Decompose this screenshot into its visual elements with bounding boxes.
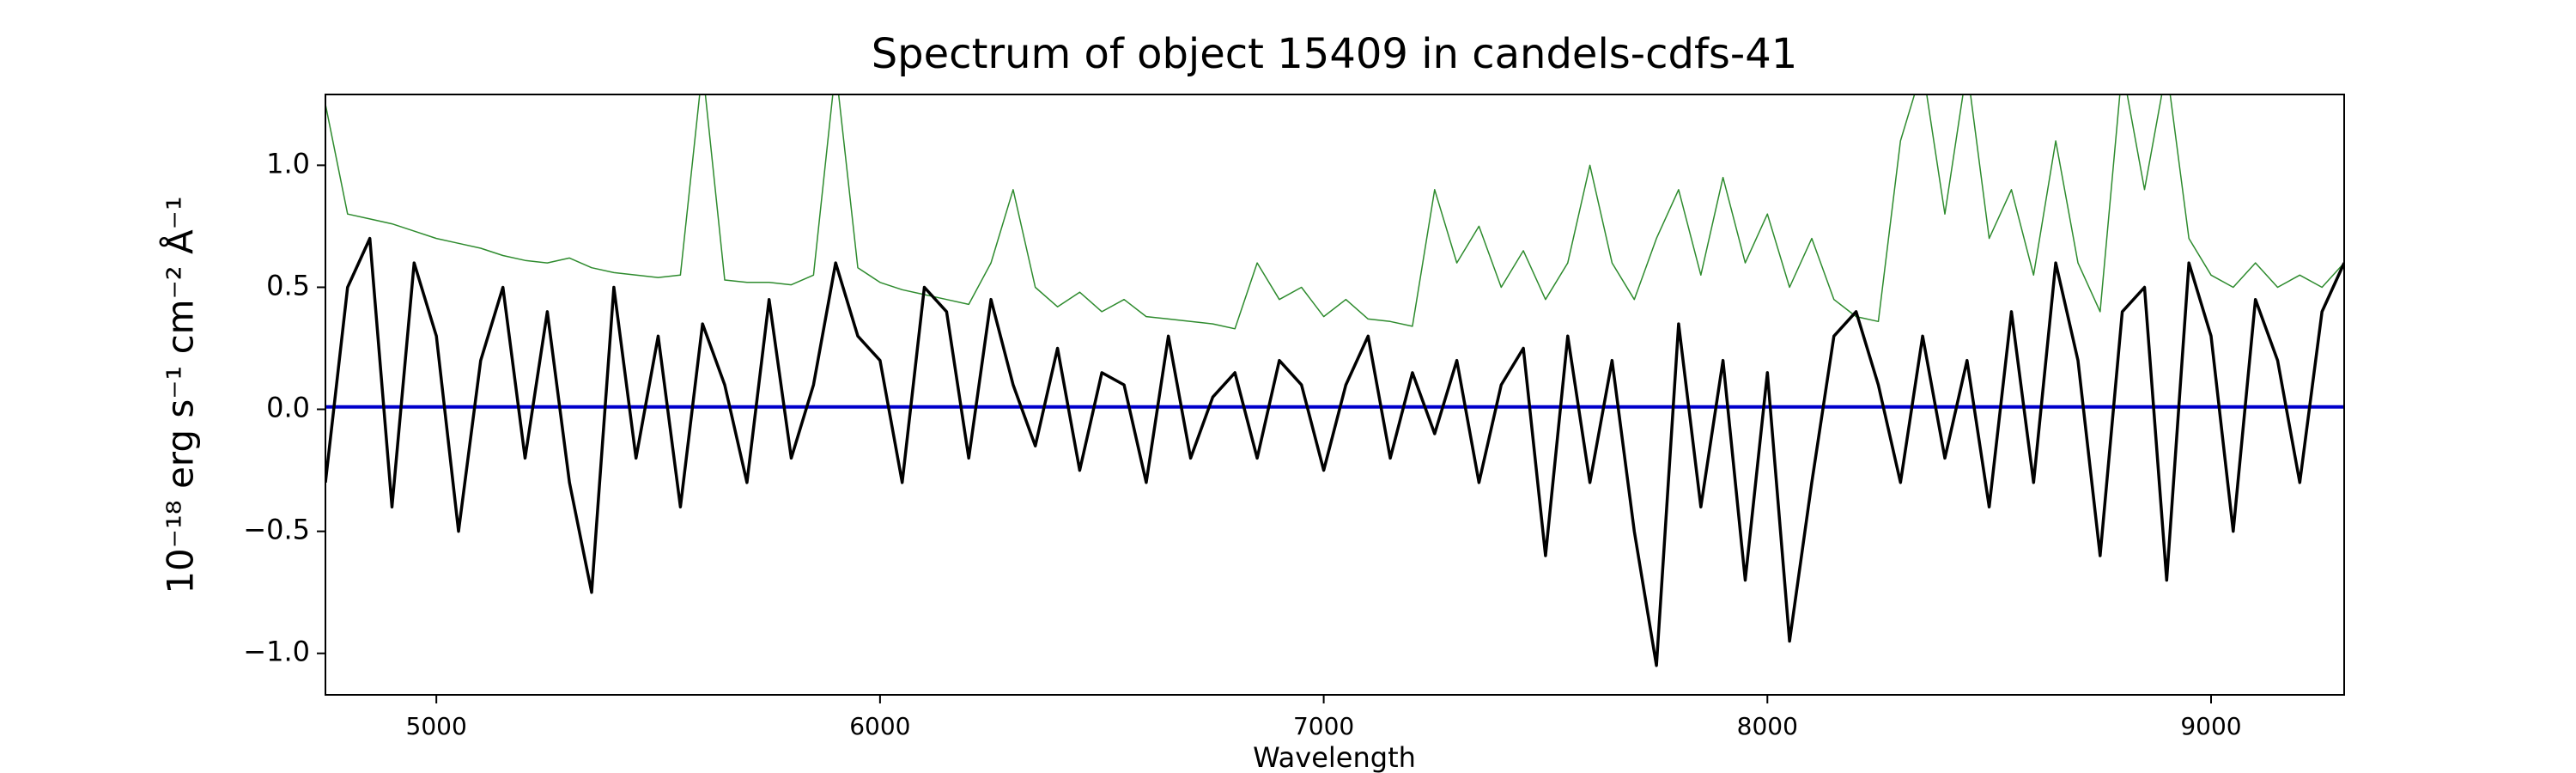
y-tick-label: −0.5 [243, 514, 310, 546]
x-tick-label: 8000 [1737, 712, 1798, 740]
y-tick-label: −1.0 [243, 636, 310, 668]
x-axis-label: Wavelength [1253, 741, 1416, 773]
x-tick-label: 7000 [1293, 712, 1354, 740]
x-tick-label: 9000 [2180, 712, 2241, 740]
x-tick-label: 5000 [406, 712, 467, 740]
series-line [325, 94, 2344, 330]
plot-area [325, 94, 2344, 667]
y-tick-label: 1.0 [266, 147, 310, 180]
y-tick-label: 0.5 [266, 269, 310, 301]
series-line [325, 236, 2344, 667]
axes-frame [325, 94, 2345, 696]
y-tick-label: 0.0 [266, 392, 310, 424]
chart-title: Spectrum of object 15409 in candels-cdfs… [872, 30, 1798, 78]
x-tick-label: 6000 [849, 712, 910, 740]
y-axis-label: 10⁻¹⁸ erg s⁻¹ cm⁻² Å⁻¹ [159, 196, 202, 593]
